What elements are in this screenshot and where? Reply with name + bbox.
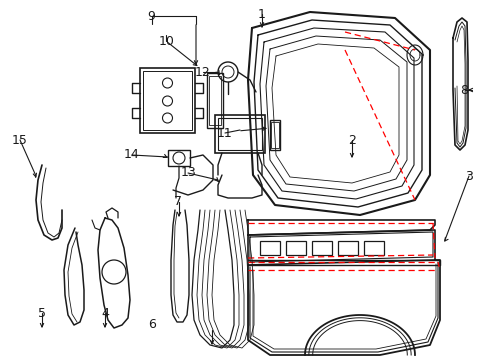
Bar [337,241,357,255]
Bar [206,73,223,128]
Bar [208,76,221,125]
Text: 6: 6 [147,318,155,330]
Text: 8: 8 [460,84,468,96]
Text: 11: 11 [217,127,232,140]
Bar [260,241,280,255]
Bar [215,115,264,153]
Text: 2: 2 [347,134,355,147]
Bar [218,118,262,150]
Text: 7: 7 [174,195,182,208]
Bar [168,150,190,166]
Text: 5: 5 [38,307,45,320]
Bar [140,68,195,133]
Bar [311,241,331,255]
Bar [285,241,305,255]
Text: 12: 12 [195,66,210,78]
Bar [142,71,192,130]
Text: 3: 3 [465,170,472,183]
Bar [269,120,280,150]
Text: 14: 14 [124,148,140,161]
Text: 1: 1 [257,8,265,21]
Text: 13: 13 [180,166,196,179]
Bar [270,122,279,148]
Text: 9: 9 [147,10,155,23]
Bar [363,241,383,255]
Text: 15: 15 [12,134,27,147]
Text: 10: 10 [158,35,174,48]
Text: 4: 4 [101,307,109,320]
